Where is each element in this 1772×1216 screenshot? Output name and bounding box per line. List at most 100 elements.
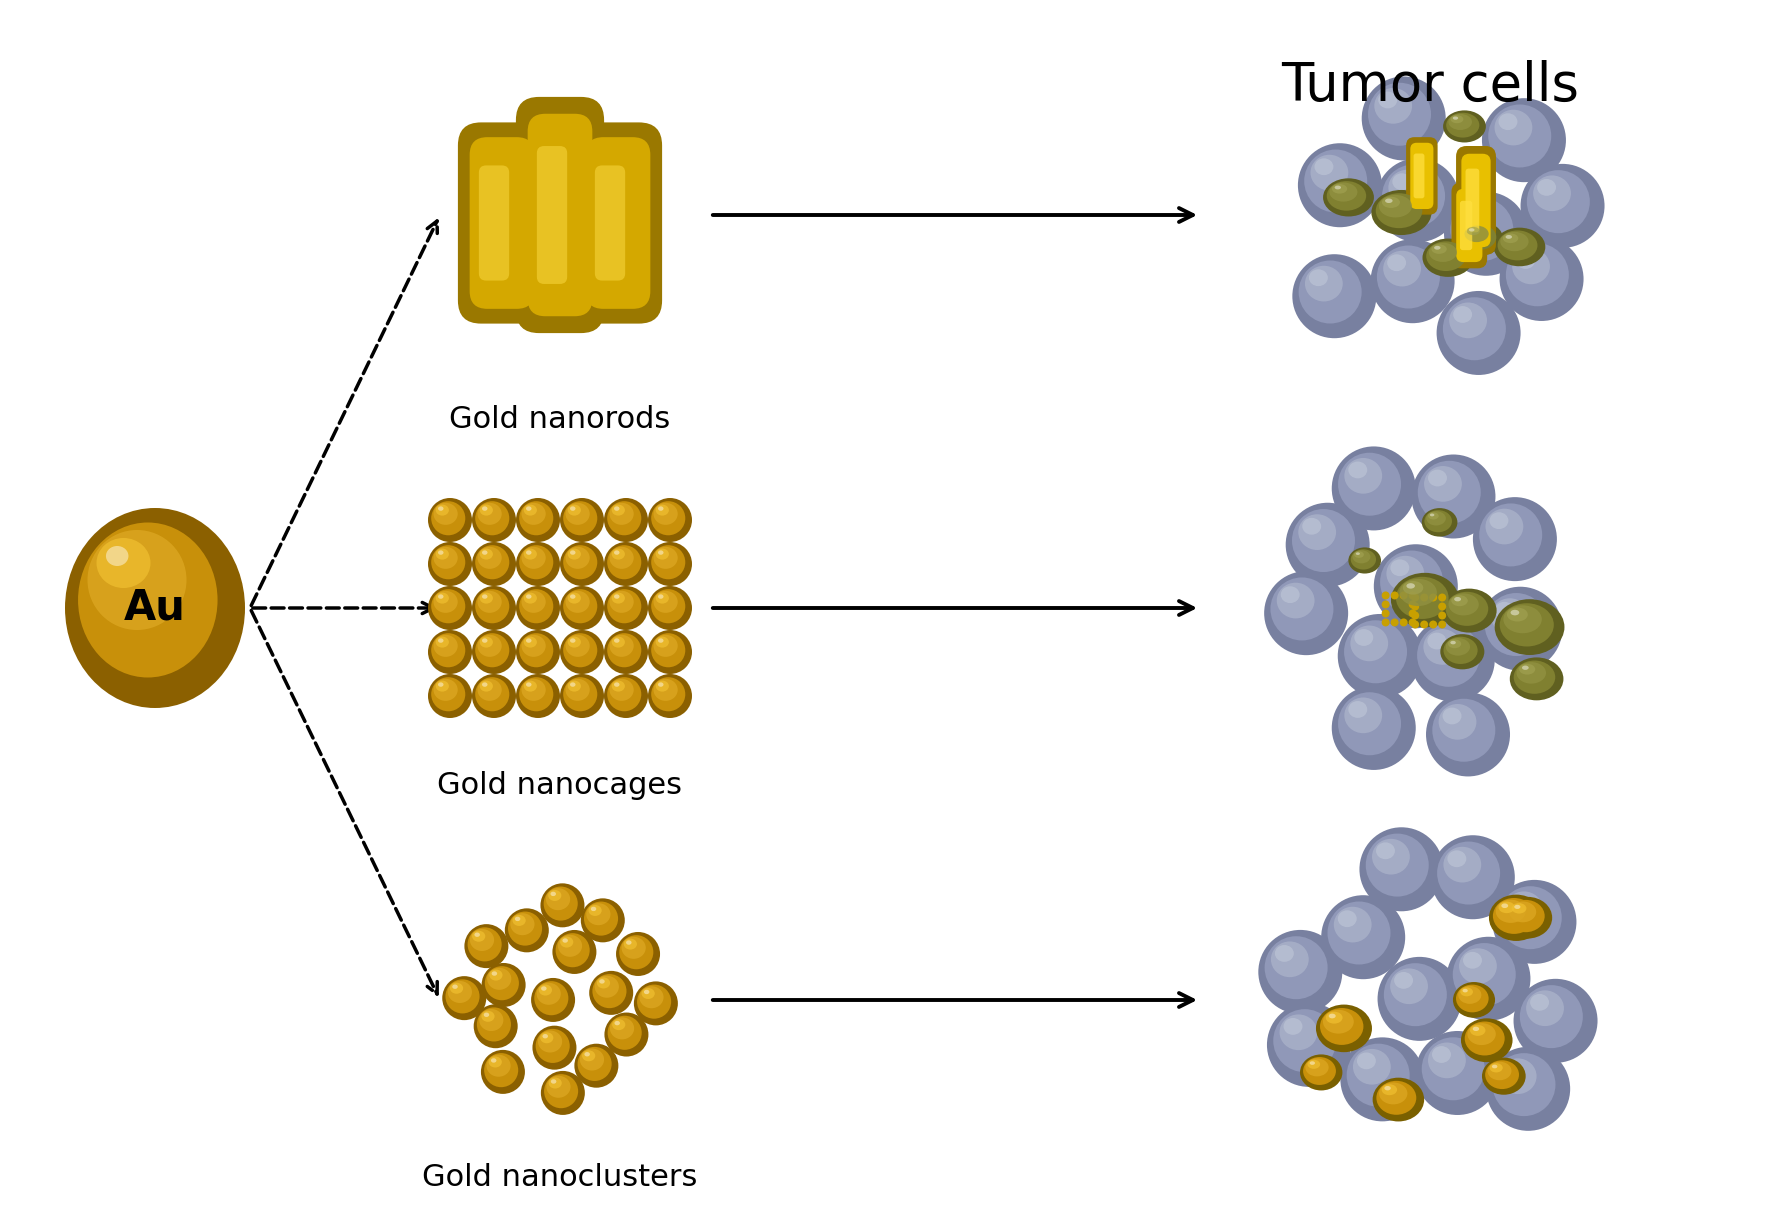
Ellipse shape <box>1506 243 1568 306</box>
Ellipse shape <box>1350 550 1377 569</box>
Ellipse shape <box>551 1080 556 1083</box>
Circle shape <box>1411 602 1419 610</box>
Ellipse shape <box>1373 1077 1425 1121</box>
Ellipse shape <box>477 591 501 613</box>
Ellipse shape <box>510 913 535 935</box>
Ellipse shape <box>1333 446 1416 530</box>
Ellipse shape <box>431 590 466 624</box>
Ellipse shape <box>1494 109 1533 146</box>
Ellipse shape <box>560 936 574 947</box>
Ellipse shape <box>480 592 493 603</box>
Ellipse shape <box>1354 551 1364 558</box>
Ellipse shape <box>1513 979 1598 1063</box>
Ellipse shape <box>1299 514 1336 550</box>
Ellipse shape <box>1464 952 1481 969</box>
Ellipse shape <box>604 630 649 674</box>
Ellipse shape <box>1499 1058 1536 1094</box>
Ellipse shape <box>434 635 457 657</box>
Circle shape <box>1430 593 1437 602</box>
Ellipse shape <box>1494 227 1545 266</box>
Ellipse shape <box>1348 702 1368 717</box>
Ellipse shape <box>429 674 471 717</box>
Ellipse shape <box>654 591 677 613</box>
Ellipse shape <box>1496 602 1513 619</box>
Ellipse shape <box>1536 179 1556 196</box>
Ellipse shape <box>649 586 693 630</box>
Ellipse shape <box>1387 254 1407 271</box>
Ellipse shape <box>1462 989 1467 992</box>
Ellipse shape <box>657 682 663 687</box>
Ellipse shape <box>657 595 663 598</box>
Ellipse shape <box>1442 708 1462 725</box>
Ellipse shape <box>1481 1058 1526 1094</box>
Ellipse shape <box>1345 458 1382 494</box>
Ellipse shape <box>1382 164 1446 227</box>
Ellipse shape <box>1442 589 1497 632</box>
Ellipse shape <box>1457 203 1494 240</box>
Ellipse shape <box>571 551 576 554</box>
Ellipse shape <box>1510 895 1527 912</box>
Ellipse shape <box>1448 850 1465 867</box>
Ellipse shape <box>1354 629 1373 646</box>
Ellipse shape <box>1377 957 1462 1041</box>
Ellipse shape <box>1379 195 1412 218</box>
Ellipse shape <box>475 545 509 579</box>
Ellipse shape <box>640 986 663 1008</box>
Ellipse shape <box>429 586 471 630</box>
Ellipse shape <box>1512 248 1550 285</box>
Ellipse shape <box>571 506 576 511</box>
Ellipse shape <box>1481 98 1566 182</box>
Ellipse shape <box>1338 452 1402 516</box>
Ellipse shape <box>638 985 672 1019</box>
Ellipse shape <box>1513 660 1556 694</box>
Ellipse shape <box>1446 936 1531 1020</box>
Ellipse shape <box>1531 993 1549 1010</box>
Ellipse shape <box>1441 634 1485 669</box>
Ellipse shape <box>608 590 641 624</box>
Ellipse shape <box>1467 1023 1496 1045</box>
Ellipse shape <box>654 635 677 657</box>
Ellipse shape <box>482 506 487 511</box>
Ellipse shape <box>1490 512 1508 529</box>
Ellipse shape <box>1391 968 1428 1004</box>
Circle shape <box>1409 609 1416 618</box>
Ellipse shape <box>1329 1014 1336 1018</box>
Ellipse shape <box>1496 900 1526 923</box>
Ellipse shape <box>521 547 546 569</box>
Ellipse shape <box>516 917 521 921</box>
Ellipse shape <box>560 542 604 586</box>
Ellipse shape <box>540 1071 585 1115</box>
Ellipse shape <box>1338 911 1357 927</box>
Ellipse shape <box>1324 179 1373 216</box>
Ellipse shape <box>436 637 448 648</box>
Ellipse shape <box>567 637 581 648</box>
Ellipse shape <box>604 499 649 542</box>
Ellipse shape <box>650 545 686 579</box>
FancyBboxPatch shape <box>574 123 663 323</box>
Ellipse shape <box>1372 190 1432 235</box>
Ellipse shape <box>1384 250 1421 287</box>
Ellipse shape <box>588 905 602 916</box>
Ellipse shape <box>519 634 553 668</box>
Ellipse shape <box>525 505 537 516</box>
Ellipse shape <box>431 634 466 668</box>
Ellipse shape <box>1451 116 1464 123</box>
Ellipse shape <box>487 1054 510 1076</box>
Ellipse shape <box>475 677 509 711</box>
Ellipse shape <box>563 590 597 624</box>
Ellipse shape <box>650 590 686 624</box>
Ellipse shape <box>634 981 679 1025</box>
Ellipse shape <box>1442 297 1506 360</box>
Ellipse shape <box>1434 246 1441 249</box>
Ellipse shape <box>1473 497 1558 581</box>
FancyBboxPatch shape <box>457 123 546 323</box>
Ellipse shape <box>611 637 626 648</box>
Ellipse shape <box>505 908 549 952</box>
Ellipse shape <box>1517 663 1545 683</box>
Ellipse shape <box>657 638 663 643</box>
Ellipse shape <box>604 1013 649 1057</box>
Ellipse shape <box>624 939 636 950</box>
Ellipse shape <box>1373 545 1458 629</box>
Ellipse shape <box>1278 582 1315 619</box>
Ellipse shape <box>477 635 501 657</box>
